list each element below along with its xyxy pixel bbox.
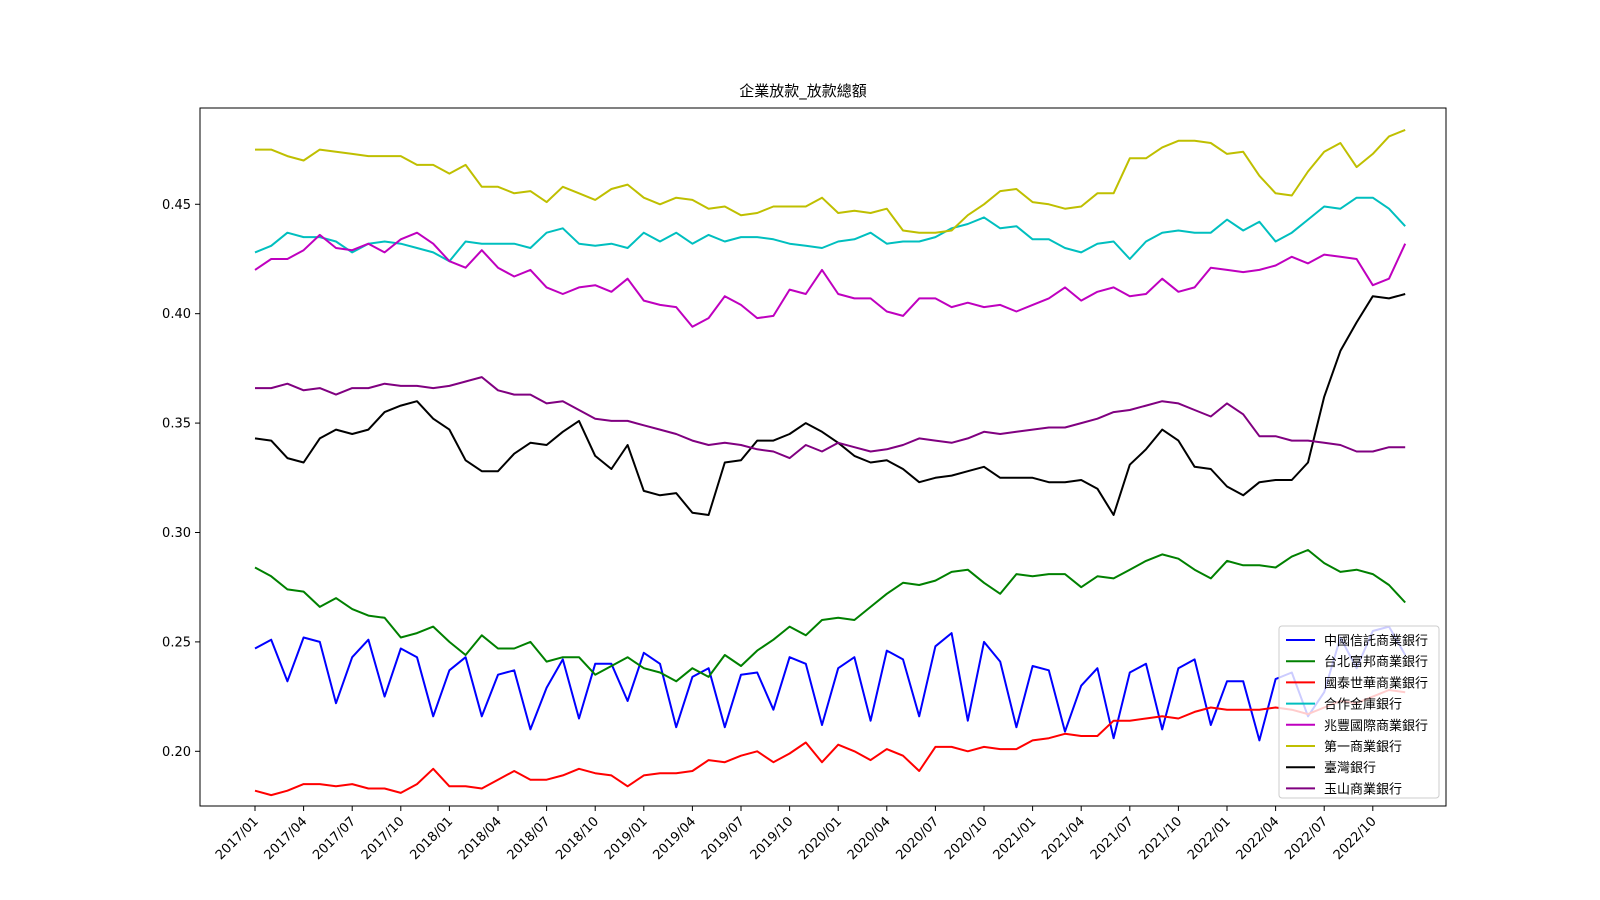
y-axis: 0.20 0.25 0.30 0.35 0.40 0.45	[162, 198, 200, 760]
y-tick-label: 0.45	[162, 198, 191, 213]
legend: 中國信託商業銀行台北富邦商業銀行國泰世華商業銀行合作金庫銀行兆豐國際商業銀行第一…	[1278, 625, 1440, 799]
legend-label: 國泰世華商業銀行	[1324, 675, 1428, 691]
series-line-7	[255, 376, 1406, 460]
plot-area	[254, 128, 1407, 797]
legend-label: 臺灣銀行	[1324, 761, 1376, 776]
axes-frame	[199, 107, 1447, 807]
y-tick-label: 0.30	[162, 526, 191, 541]
legend-label: 中國信託商業銀行	[1324, 633, 1428, 649]
legend-box	[1278, 625, 1440, 799]
series-line-6	[254, 293, 1406, 516]
legend-label: 台北富邦商業銀行	[1324, 654, 1428, 670]
y-tick-label: 0.35	[162, 417, 191, 432]
series-line-2	[254, 689, 1406, 797]
chart-title: 企業放款_放款總額	[739, 82, 867, 101]
legend-label: 合作金庫銀行	[1324, 697, 1402, 713]
y-tick-label: 0.20	[162, 745, 191, 760]
series-line-5	[255, 128, 1406, 234]
series-line-1	[254, 549, 1406, 683]
legend-label: 第一商業銀行	[1324, 739, 1402, 755]
legend-label: 兆豐國際商業銀行	[1324, 718, 1428, 734]
legend-label: 玉山商業銀行	[1324, 781, 1402, 797]
y-tick-label: 0.40	[162, 307, 191, 322]
series-line-0	[254, 625, 1407, 742]
series-line-4	[254, 231, 1407, 328]
y-tick-label: 0.25	[162, 635, 191, 650]
